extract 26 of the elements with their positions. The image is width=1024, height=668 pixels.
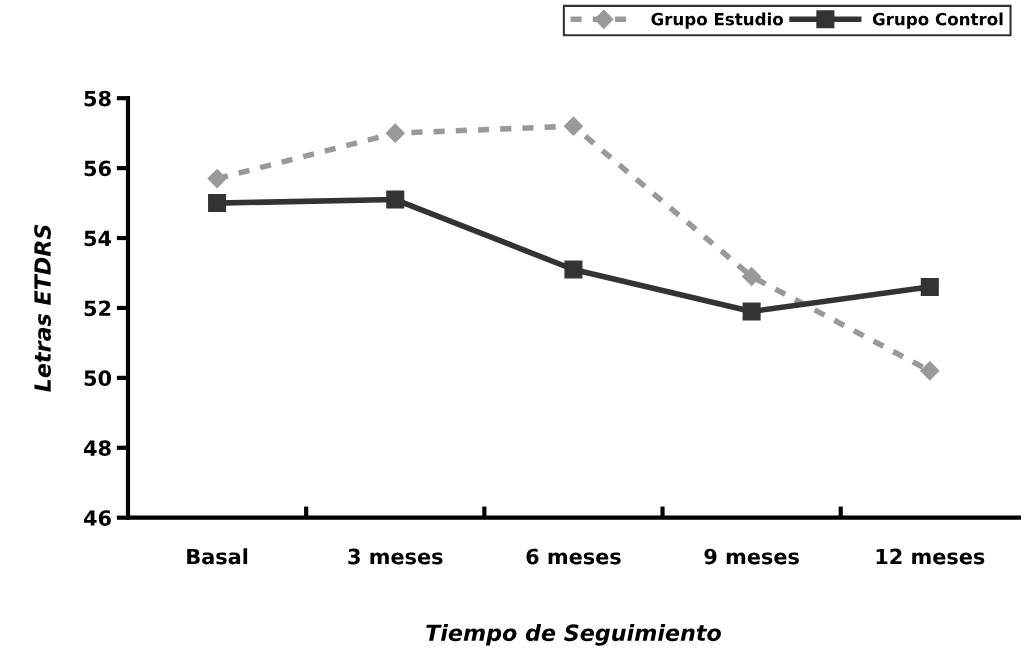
y-tick-label: 48: [83, 440, 111, 456]
y-tick-label: 50: [84, 370, 112, 387]
y-axis-title: Letras ETDRS: [34, 224, 51, 392]
y-tick-label: 54: [84, 230, 112, 247]
point: [208, 194, 227, 213]
x-tick-label: 9 meses: [704, 548, 799, 565]
legend-label: Grupo Estudio: [651, 12, 783, 29]
x-tick-label: Basal: [187, 548, 248, 565]
point: [207, 169, 227, 189]
y-tick-label: 46: [83, 510, 111, 526]
y-tick-label: 56: [84, 160, 111, 177]
point: [385, 123, 405, 143]
y-tick-label: 52: [84, 300, 111, 317]
x-tick-label: 3 meses: [348, 548, 443, 565]
y-tick-label: 58: [84, 90, 111, 107]
point: [564, 260, 583, 279]
point: [386, 190, 405, 209]
point: [563, 116, 583, 136]
point: [742, 266, 762, 287]
legend-label: Grupo Control: [872, 12, 1003, 29]
x-tick-label: 12 meses: [876, 548, 985, 565]
x-tick-label: 6 meses: [526, 548, 621, 565]
x-axis-title: Tiempo de Seguimiento: [426, 623, 721, 646]
point: [920, 277, 939, 297]
point: [920, 361, 940, 381]
point: [742, 302, 761, 321]
